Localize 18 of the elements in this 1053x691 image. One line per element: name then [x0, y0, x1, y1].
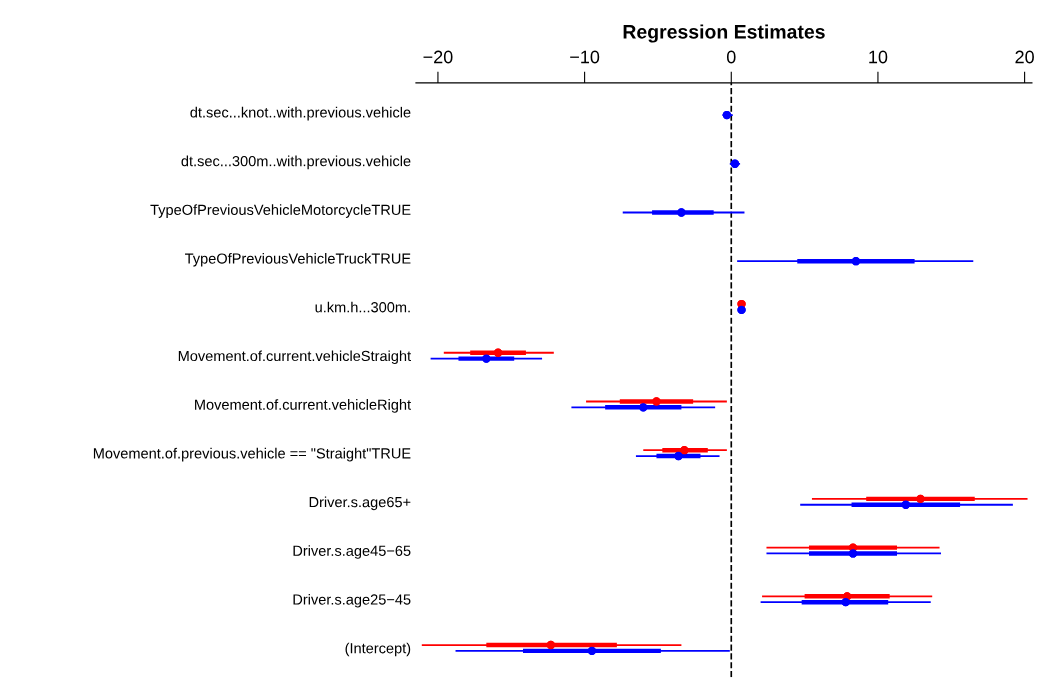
x-tick-label: 20 — [1015, 50, 1034, 64]
x-tick-label: 10 — [869, 50, 888, 64]
x-tick-label: −10 — [570, 50, 600, 64]
y-tick-label: Driver.s.age45−65 — [293, 545, 411, 559]
y-tick-label: Movement.of.previous.vehicle == "Straight"TRUE — [93, 447, 411, 462]
y-tick-label: Driver.s.age65+ — [309, 496, 411, 511]
y-tick-label: Movement.of.current.vehicleStraight — [178, 350, 411, 365]
x-tick-label: −20 — [423, 50, 453, 64]
y-tick-label: Driver.s.age25−45 — [293, 593, 411, 608]
y-tick-label: dt.sec...300m..with.previous.vehicle — [181, 155, 411, 170]
y-tick-label: dt.sec...knot..with.previous.vehicle — [190, 106, 411, 121]
x-tick-label: 0 — [726, 50, 736, 64]
chart-title: Regression Estimates — [623, 24, 825, 43]
y-tick-label: u.km.h...300m. — [315, 301, 410, 313]
y-tick-label: Movement.of.current.vehicleRight — [195, 399, 411, 413]
y-tick-label: TypeOfPreviousVehicleTruckTRUE — [185, 252, 411, 267]
y-tick-label: (Intercept) — [345, 642, 411, 657]
y-tick-label: TypeOfPreviousVehicleMotorcycleTRUE — [150, 204, 411, 218]
